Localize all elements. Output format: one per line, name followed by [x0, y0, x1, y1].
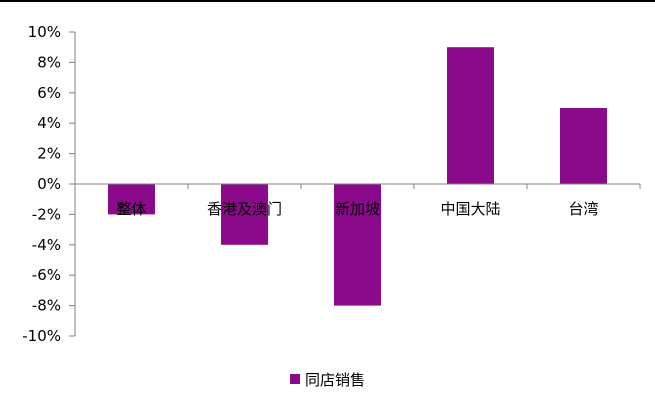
category-label: 整体 — [116, 200, 146, 218]
category-labels: 整体 香港及澳门 新加坡 中国大陆 台湾 — [116, 200, 598, 218]
legend-label: 同店销售 — [305, 371, 365, 389]
category-label: 新加坡 — [335, 200, 380, 218]
bars-group — [108, 47, 607, 306]
y-tick-label: 6% — [37, 84, 61, 102]
y-tick-label: -2% — [32, 205, 61, 223]
y-tick-label: 0% — [37, 175, 61, 193]
y-tick-label: 4% — [37, 114, 61, 132]
y-tick-label: -10% — [22, 327, 61, 345]
category-label: 中国大陆 — [440, 200, 500, 218]
y-tick-label: 2% — [37, 145, 61, 163]
top-rule — [0, 0, 655, 2]
y-tick-labels: 10% 8% 6% 4% 2% 0% -2% -4% -6% -8% -10% — [22, 23, 61, 345]
bar-3 — [447, 47, 494, 185]
bar-2 — [334, 184, 381, 306]
legend: 同店销售 — [290, 371, 365, 389]
bar-1 — [221, 184, 268, 245]
y-tick-label: -6% — [32, 266, 61, 284]
y-tick-label: 8% — [37, 53, 61, 71]
axes-group — [69, 31, 641, 337]
y-tick-label: -8% — [32, 297, 61, 315]
bar-4 — [560, 108, 607, 184]
legend-swatch — [290, 374, 300, 384]
category-label: 香港及澳门 — [207, 200, 282, 218]
y-tick-label: -4% — [32, 236, 61, 254]
category-label: 台湾 — [568, 200, 598, 218]
y-tick-label: 10% — [28, 23, 61, 41]
bar-0 — [108, 184, 155, 215]
